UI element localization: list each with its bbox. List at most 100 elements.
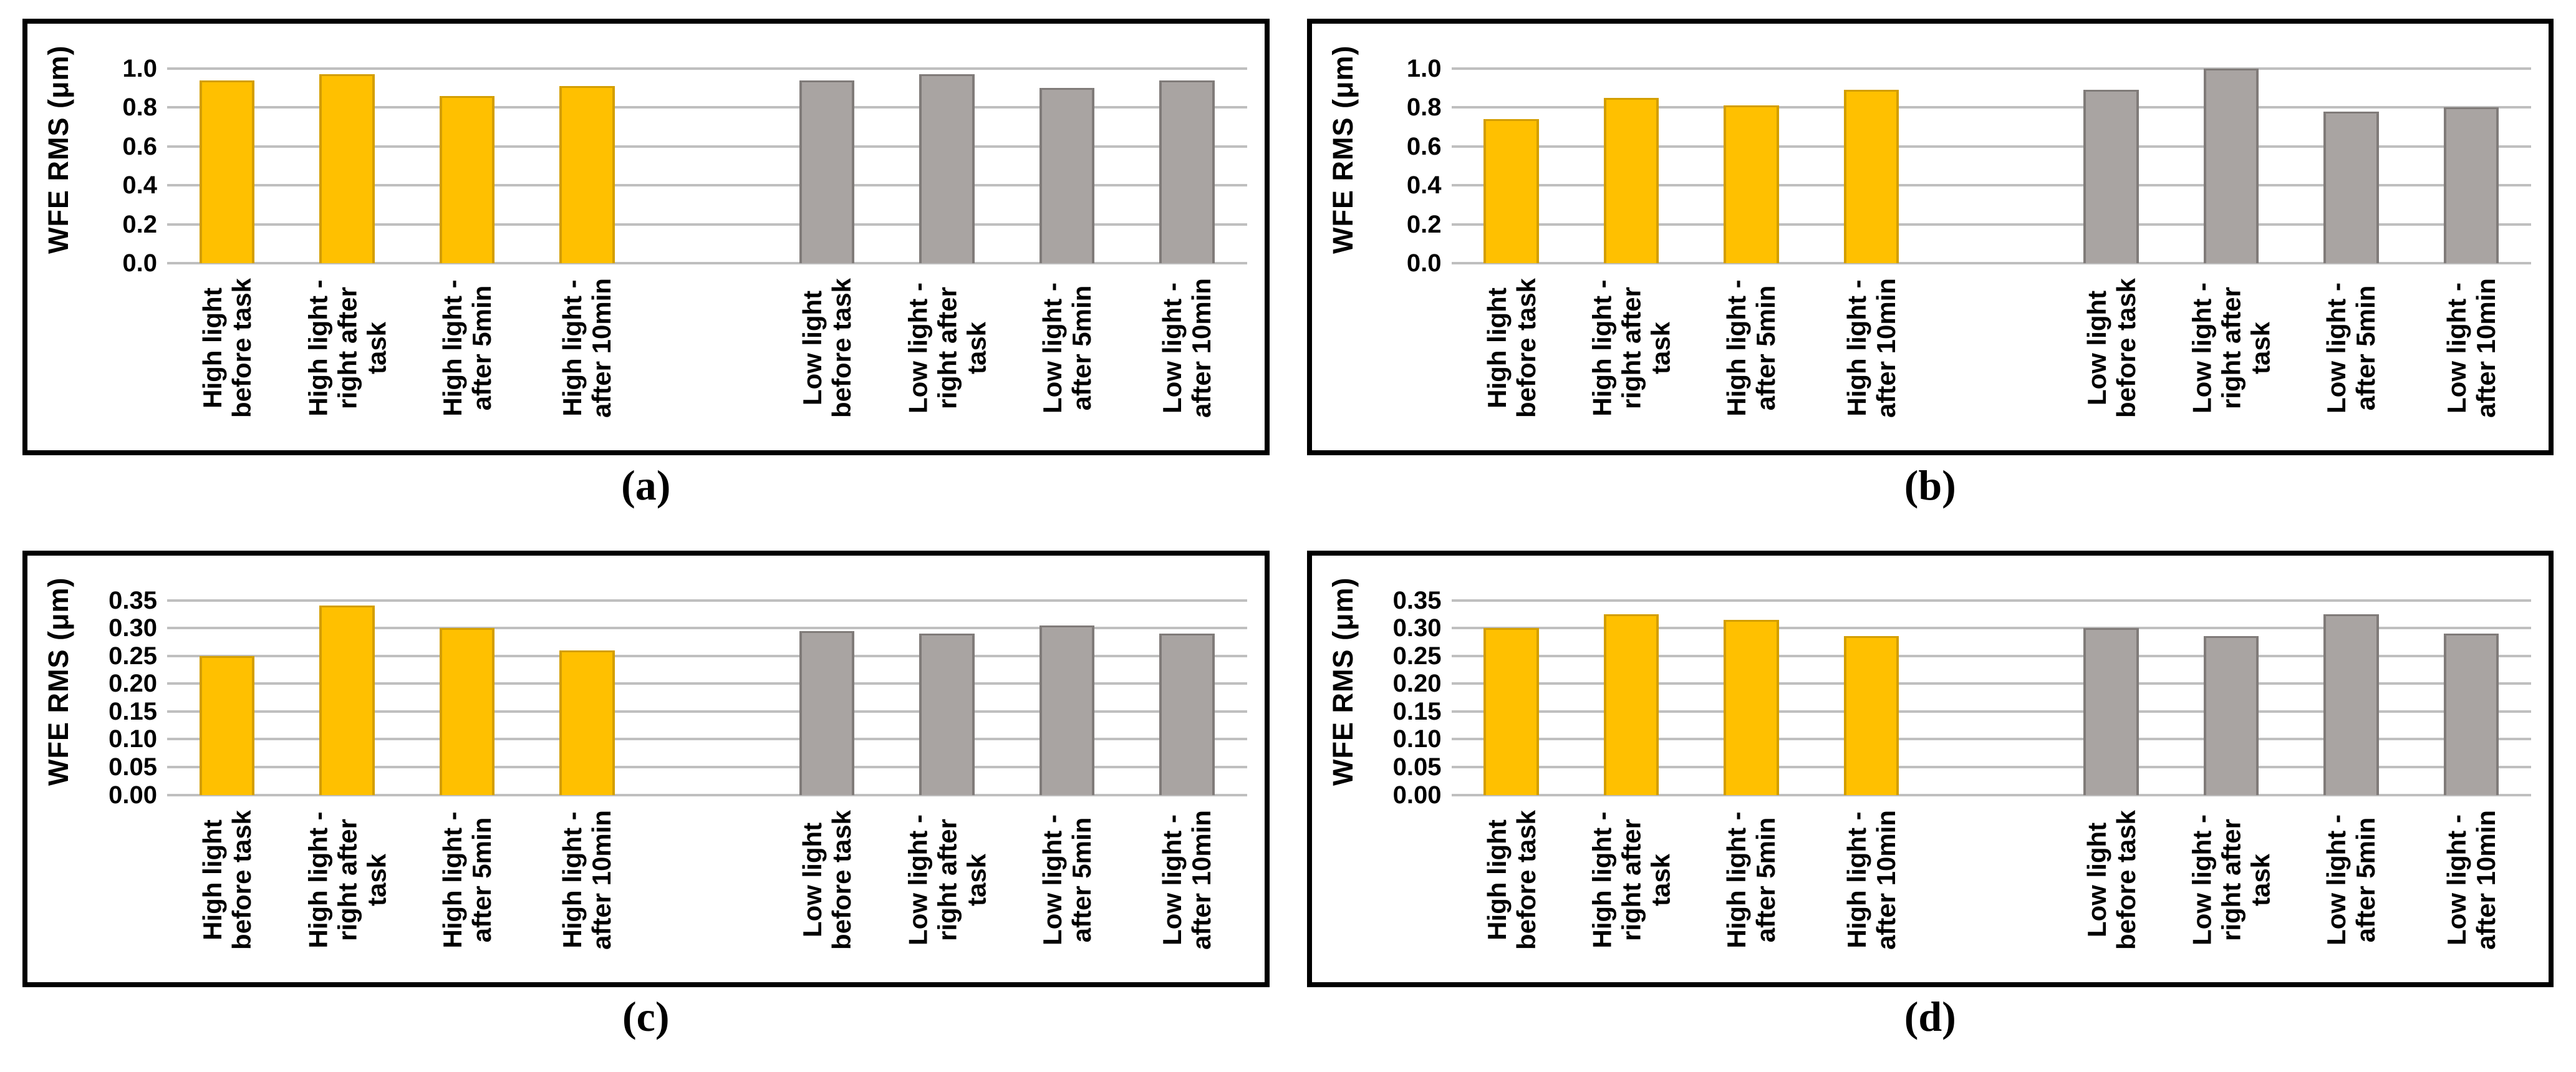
x-label-slot: High light - after 5min bbox=[1691, 795, 1811, 980]
bar-slot bbox=[2411, 69, 2531, 263]
gridlines bbox=[167, 67, 1247, 264]
bar-slot bbox=[2291, 601, 2411, 795]
x-label-slot: Low light - right after task bbox=[887, 795, 1006, 980]
gridline bbox=[167, 599, 1247, 602]
gridline bbox=[1451, 654, 2531, 657]
x-label-slot: Low light - after 10min bbox=[2411, 795, 2531, 980]
bar-slot bbox=[1811, 601, 1931, 795]
bar bbox=[1843, 90, 1899, 263]
bar bbox=[199, 80, 255, 263]
y-tick-label: 0.00 bbox=[109, 781, 157, 809]
x-category-label: Low light - right after task bbox=[2187, 282, 2275, 414]
x-category-label: High light - right after task bbox=[1587, 279, 1676, 417]
y-tick-label: 0.05 bbox=[109, 753, 157, 781]
bar-slot bbox=[1691, 601, 1811, 795]
x-label-gap bbox=[1931, 795, 2051, 980]
x-label-gap bbox=[647, 795, 767, 980]
tick-wrap: 0.00 0.05 0.10 0.15 0.20 0.25 0.30 0.35 bbox=[85, 588, 157, 808]
bar-slot bbox=[2171, 601, 2291, 795]
y-tick-label: 0.20 bbox=[1392, 670, 1442, 698]
x-category-label: Low light before task bbox=[798, 278, 857, 418]
x-label-slot: Low light before task bbox=[767, 263, 887, 448]
bar bbox=[1159, 80, 1215, 263]
bar bbox=[2443, 107, 2499, 263]
x-label-slot: Low light - after 5min bbox=[1007, 795, 1127, 980]
gridlines bbox=[1451, 67, 2531, 264]
y-tick-label: 0.0 bbox=[1406, 249, 1442, 277]
y-tick-label: 0.35 bbox=[109, 586, 157, 614]
bar bbox=[1603, 97, 1659, 263]
bar-series bbox=[167, 69, 1247, 263]
plot-area bbox=[1451, 36, 2531, 264]
subfigure-a: WFE RMS (μm) 0.0 0.2 0.4 0.6 0.8 1.0 High lig… bbox=[22, 19, 1270, 534]
bar-slot bbox=[887, 69, 1006, 263]
x-label-slot: High light - after 10min bbox=[527, 263, 647, 448]
subfigure-b: WFE RMS (μm) 0.0 0.2 0.4 0.6 0.8 1.0 High lig… bbox=[1306, 19, 2554, 534]
x-category-label: Low light - after 5min bbox=[1037, 814, 1096, 945]
x-label-slot: Low light - after 5min bbox=[1007, 263, 1127, 448]
y-tick-label: 0.15 bbox=[1392, 697, 1442, 725]
x-label-slot: Low light - after 10min bbox=[1127, 795, 1247, 980]
y-tick-label: 0.4 bbox=[1406, 171, 1442, 200]
x-label-slot: Low light - after 5min bbox=[2291, 263, 2411, 448]
gridlines bbox=[1451, 599, 2531, 796]
bar-slot bbox=[1007, 601, 1127, 795]
gridline bbox=[1451, 738, 2531, 741]
gridline bbox=[1451, 599, 2531, 602]
bar bbox=[199, 655, 255, 795]
y-tick-label: 0.15 bbox=[109, 697, 157, 725]
bar-slot bbox=[287, 69, 407, 263]
gridline bbox=[167, 627, 1247, 630]
y-tick-label: 0.10 bbox=[109, 725, 157, 753]
bar-slot bbox=[1571, 601, 1691, 795]
x-axis-labels: High light before task High light - right… bbox=[1452, 263, 2532, 448]
x-label-slot: High light - after 10min bbox=[527, 795, 647, 980]
gridline bbox=[1451, 682, 2531, 685]
bar-slot bbox=[1811, 69, 1931, 263]
plot-area bbox=[167, 568, 1247, 796]
y-axis-title: WFE RMS (μm) bbox=[1326, 577, 1359, 786]
subfigure-d: WFE RMS (μm) 0.00 0.05 0.10 0.15 0.20 0.25 0.3… bbox=[1306, 550, 2554, 1066]
bar-slot bbox=[767, 69, 887, 263]
bar bbox=[1483, 628, 1539, 795]
y-tick-label: 0.6 bbox=[122, 132, 157, 160]
gridline bbox=[1451, 793, 2531, 796]
bar bbox=[799, 80, 855, 263]
x-axis-labels: High light before task High light - right… bbox=[167, 795, 1247, 980]
gridline bbox=[167, 765, 1247, 768]
gridline bbox=[1451, 223, 2531, 226]
plot-area bbox=[167, 36, 1247, 264]
y-axis-tick-labels: 0.0 0.2 0.4 0.6 0.8 1.0 bbox=[1369, 36, 1452, 276]
x-category-label: High light - after 10min bbox=[557, 278, 617, 418]
y-tick-label: 0.8 bbox=[122, 94, 157, 122]
x-category-label: High light before task bbox=[198, 278, 257, 418]
x-label-slot: High light before task bbox=[1452, 263, 1571, 448]
x-label-slot: Low light before task bbox=[2051, 263, 2171, 448]
bar-slot bbox=[2411, 601, 2531, 795]
x-category-label: High light - after 5min bbox=[1722, 279, 1781, 417]
bar-slot bbox=[887, 601, 1006, 795]
bar bbox=[1483, 119, 1539, 263]
bar-slot bbox=[1127, 69, 1247, 263]
tick-wrap: 0.00 0.05 0.10 0.15 0.20 0.25 0.30 0.35 bbox=[1369, 588, 1442, 808]
x-label-slot: High light - right after task bbox=[287, 263, 407, 448]
bar bbox=[2323, 111, 2379, 263]
subfigure-caption-b: (b) bbox=[1904, 461, 1956, 509]
x-category-label: Low light - after 5min bbox=[2322, 814, 2381, 945]
y-tick-label: 0.25 bbox=[109, 642, 157, 670]
gridline bbox=[1451, 765, 2531, 768]
subfigure-caption-d: (d) bbox=[1904, 993, 1956, 1040]
x-label-slot: High light - after 5min bbox=[407, 795, 527, 980]
y-tick-label: 0.25 bbox=[1392, 642, 1442, 670]
gridline bbox=[167, 710, 1247, 713]
bar bbox=[799, 630, 855, 795]
bar bbox=[439, 628, 495, 795]
x-category-label: High light before task bbox=[198, 809, 257, 950]
x-category-label: Low light - right after task bbox=[902, 282, 991, 414]
bar bbox=[2203, 636, 2259, 795]
chart-panel-c: WFE RMS (μm) 0.00 0.05 0.10 0.15 0.20 0.25 0.3… bbox=[22, 550, 1270, 987]
bar-slot bbox=[767, 601, 887, 795]
gridline bbox=[167, 262, 1247, 264]
y-axis-tick-labels: 0.00 0.05 0.10 0.15 0.20 0.25 0.30 0.35 bbox=[1369, 568, 1452, 808]
bar-slot bbox=[167, 69, 287, 263]
